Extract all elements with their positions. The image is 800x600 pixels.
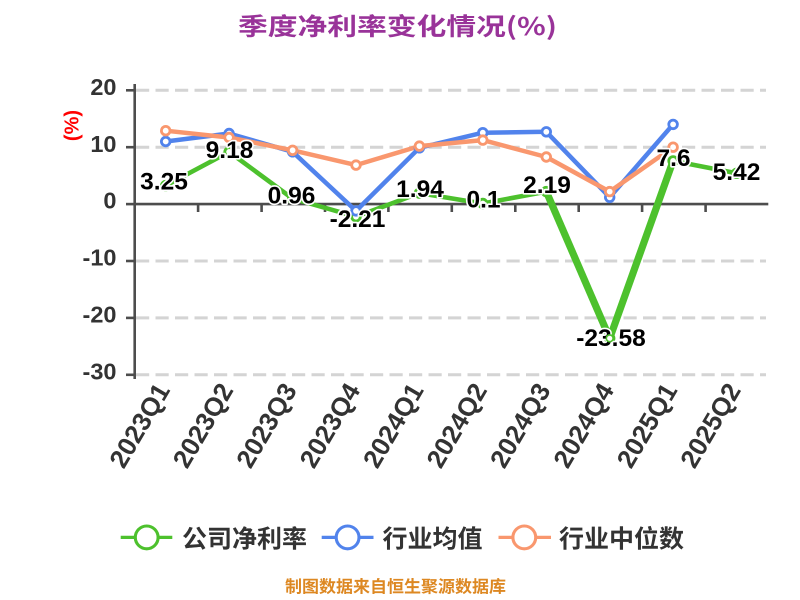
svg-text:1.94: 1.94 bbox=[396, 176, 444, 203]
svg-text:3.25: 3.25 bbox=[140, 169, 188, 196]
svg-text:2.19: 2.19 bbox=[523, 172, 571, 199]
svg-text:-20: -20 bbox=[83, 302, 117, 328]
svg-text:7.6: 7.6 bbox=[656, 145, 690, 172]
svg-text:5.42: 5.42 bbox=[713, 159, 761, 186]
svg-text:20: 20 bbox=[90, 74, 116, 100]
svg-text:0: 0 bbox=[103, 188, 116, 214]
svg-text:0.1: 0.1 bbox=[466, 187, 500, 214]
svg-text:-10: -10 bbox=[83, 245, 117, 271]
svg-text:9.18: 9.18 bbox=[206, 137, 254, 164]
svg-text:10: 10 bbox=[90, 131, 116, 157]
svg-text:-30: -30 bbox=[83, 358, 117, 384]
svg-text:0.96: 0.96 bbox=[268, 183, 316, 210]
svg-text:(%): (%) bbox=[61, 110, 83, 141]
svg-text:-2.21: -2.21 bbox=[330, 206, 386, 233]
